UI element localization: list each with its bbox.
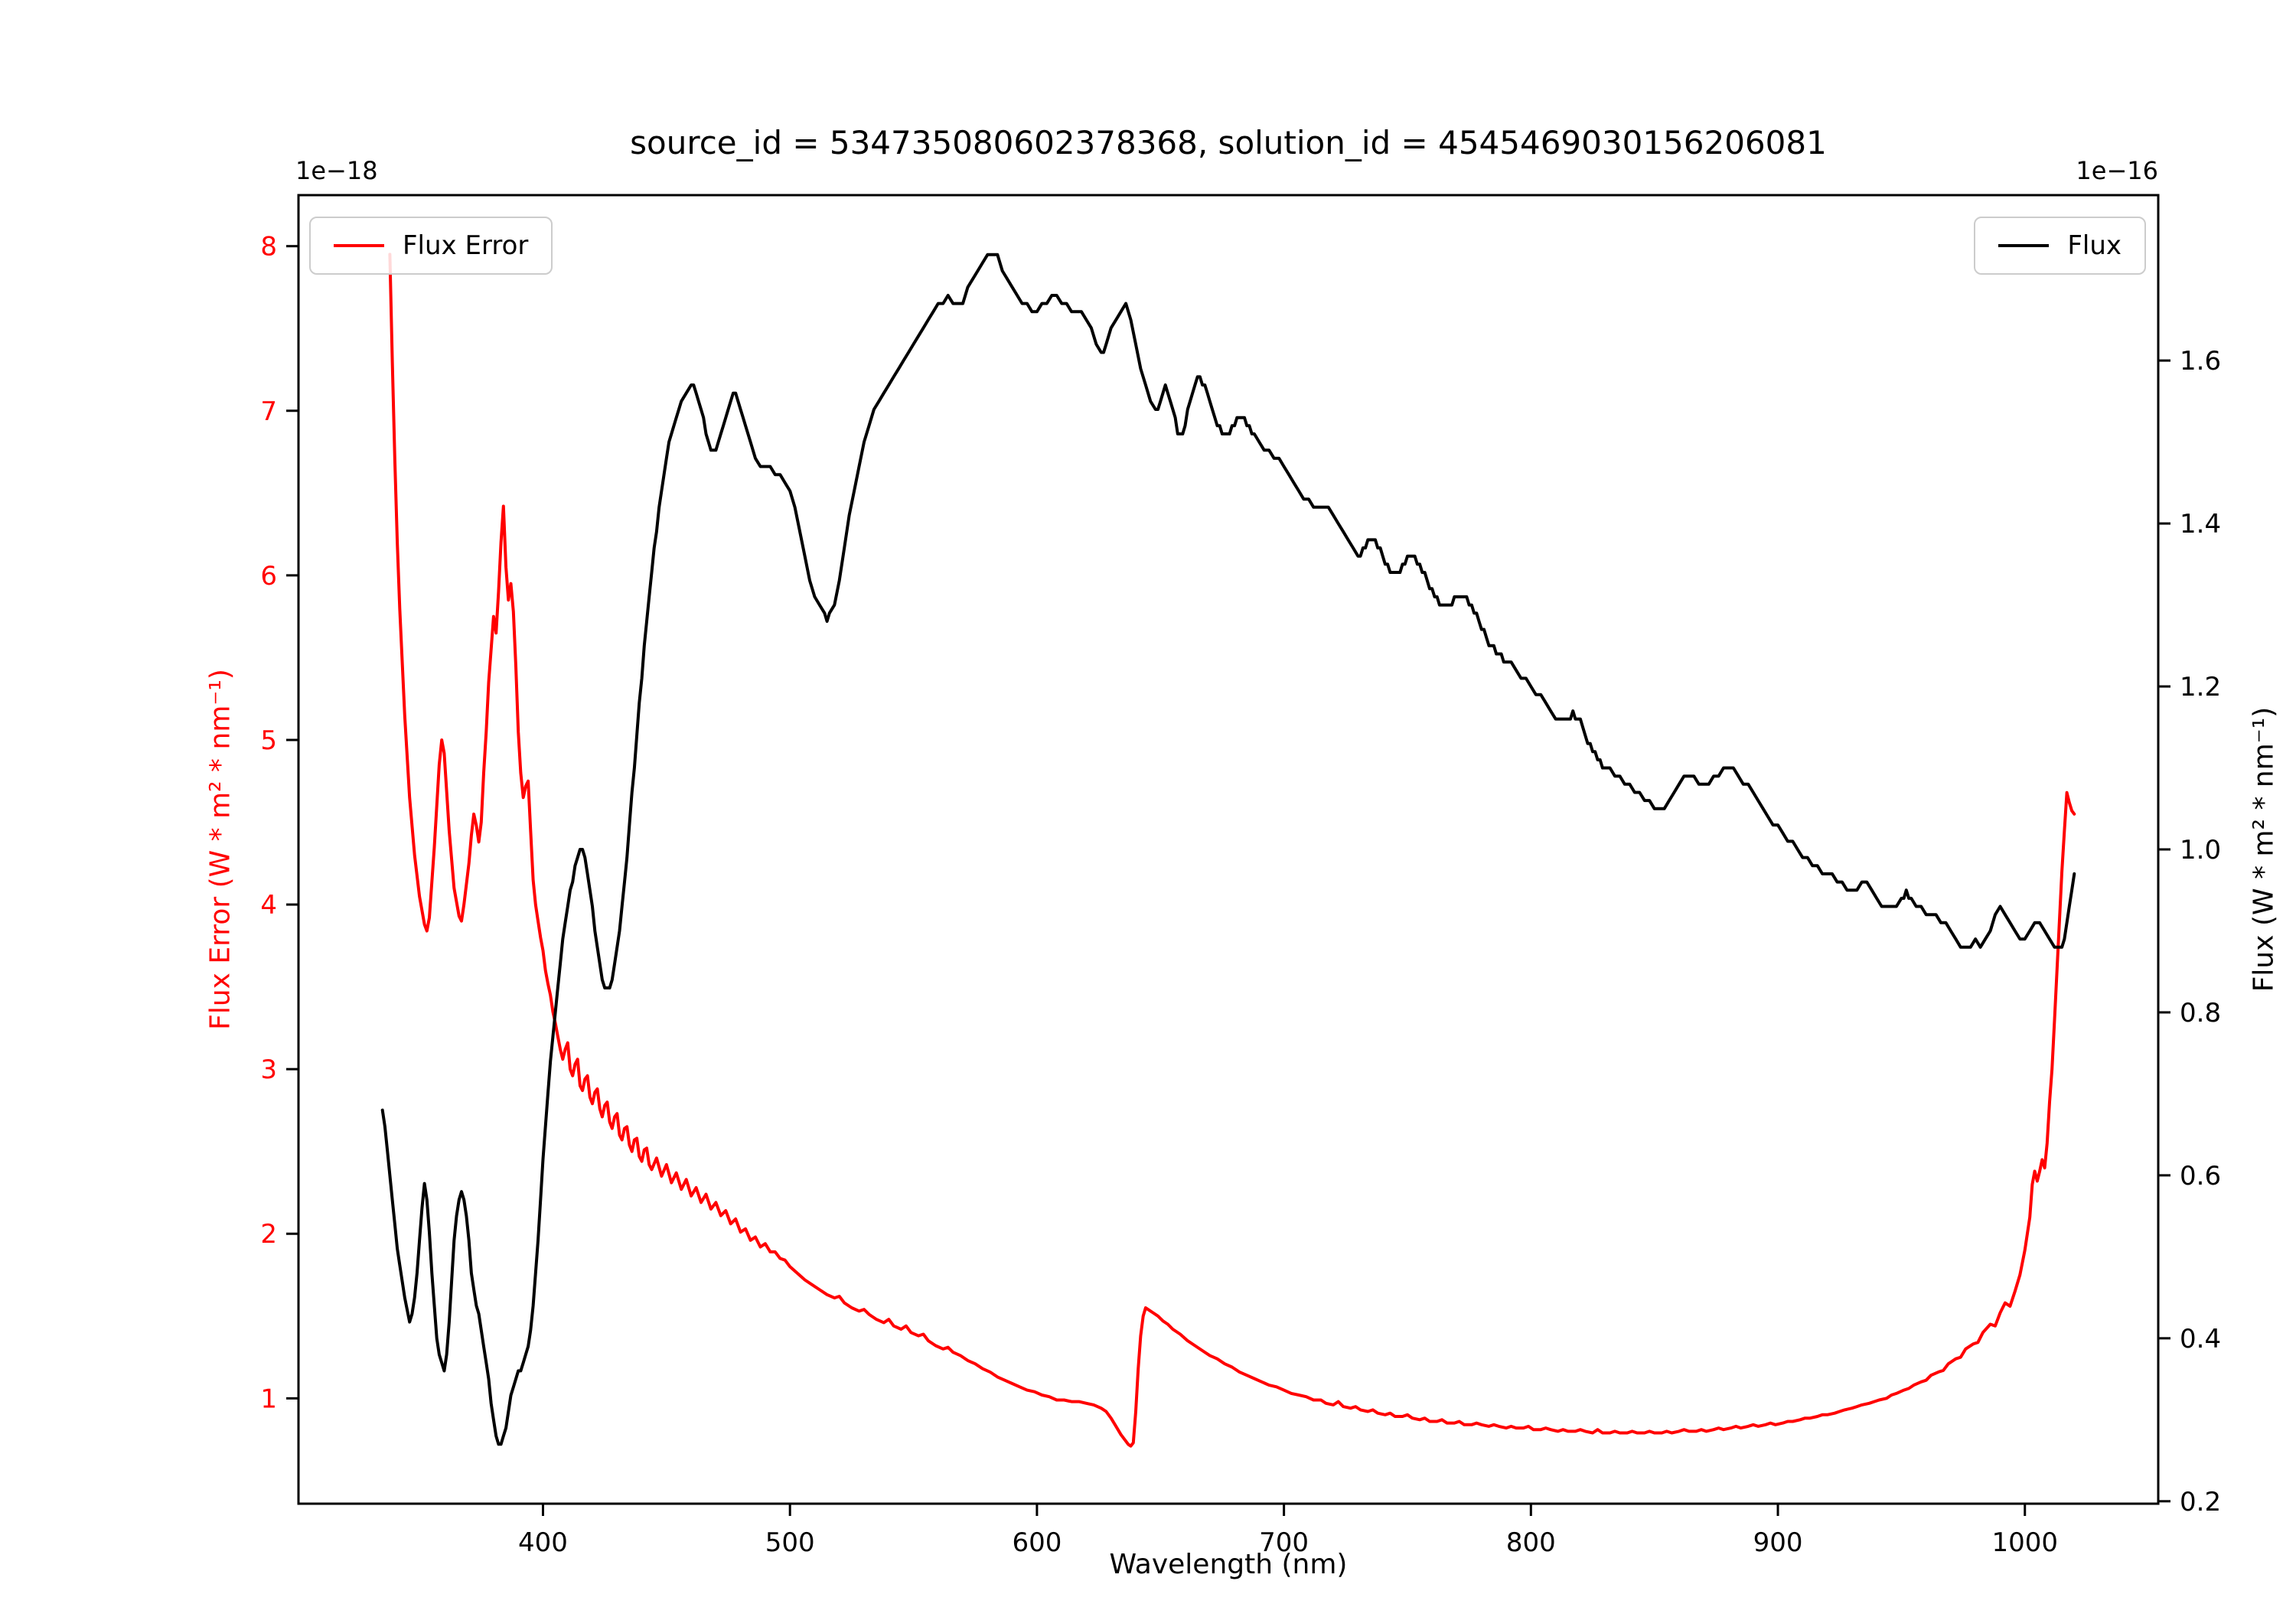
x-tick-label: 500 [765, 1527, 815, 1558]
axes-frame [297, 194, 2160, 1505]
legend-flux-label: Flux [2067, 230, 2122, 261]
y-left-tick-label: 1 [260, 1384, 277, 1414]
y-right-axis-label: Flux (W * m² * nm⁻¹) [2248, 706, 2280, 993]
y-right-axis-offset: 1e−16 [2076, 156, 2158, 185]
x-tick-label: 1000 [1991, 1527, 2058, 1558]
y-left-tick-label: 7 [260, 396, 277, 427]
legend-flux: Flux [1974, 217, 2146, 275]
y-right-tick-label: 0.4 [2180, 1324, 2221, 1354]
y-right-tick-label: 0.2 [2180, 1487, 2221, 1517]
flux-error-line-swatch [334, 244, 384, 247]
flux-line [380, 253, 2076, 1446]
y-left-tick-label: 4 [260, 890, 277, 921]
x-tick-label: 600 [1012, 1527, 1062, 1558]
flux-line-swatch [1998, 244, 2050, 247]
y-left-tick-label: 2 [260, 1219, 277, 1250]
y-right-tick-label: 1.0 [2180, 835, 2221, 865]
x-tick-label: 800 [1506, 1527, 1556, 1558]
y-right-tick-label: 0.6 [2180, 1161, 2221, 1191]
x-tick-label: 400 [518, 1527, 568, 1558]
y-left-axis-label: Flux Error (W * m² * nm⁻¹) [204, 669, 236, 1030]
chart-title: source_id = 534735080602378368, solution… [630, 124, 1827, 161]
y-right-tick-label: 1.4 [2180, 509, 2221, 539]
y-right-tick-label: 1.2 [2180, 672, 2221, 702]
y-left-tick-label: 6 [260, 561, 277, 592]
y-left-tick-label: 5 [260, 725, 277, 756]
y-left-tick-label: 8 [260, 232, 277, 262]
y-right-tick-label: 1.6 [2180, 346, 2221, 376]
y-right-tick-label: 0.8 [2180, 998, 2221, 1028]
legend-flux-error: Flux Error [309, 217, 553, 275]
y-left-tick-label: 3 [260, 1054, 277, 1085]
x-tick-label: 900 [1753, 1527, 1803, 1558]
flux-error-line [388, 253, 2076, 1448]
y-left-axis-offset: 1e−18 [295, 156, 378, 185]
x-axis-label: Wavelength (nm) [1109, 1549, 1348, 1580]
x-tick-label: 700 [1259, 1527, 1309, 1558]
legend-flux-error-label: Flux Error [403, 230, 529, 261]
